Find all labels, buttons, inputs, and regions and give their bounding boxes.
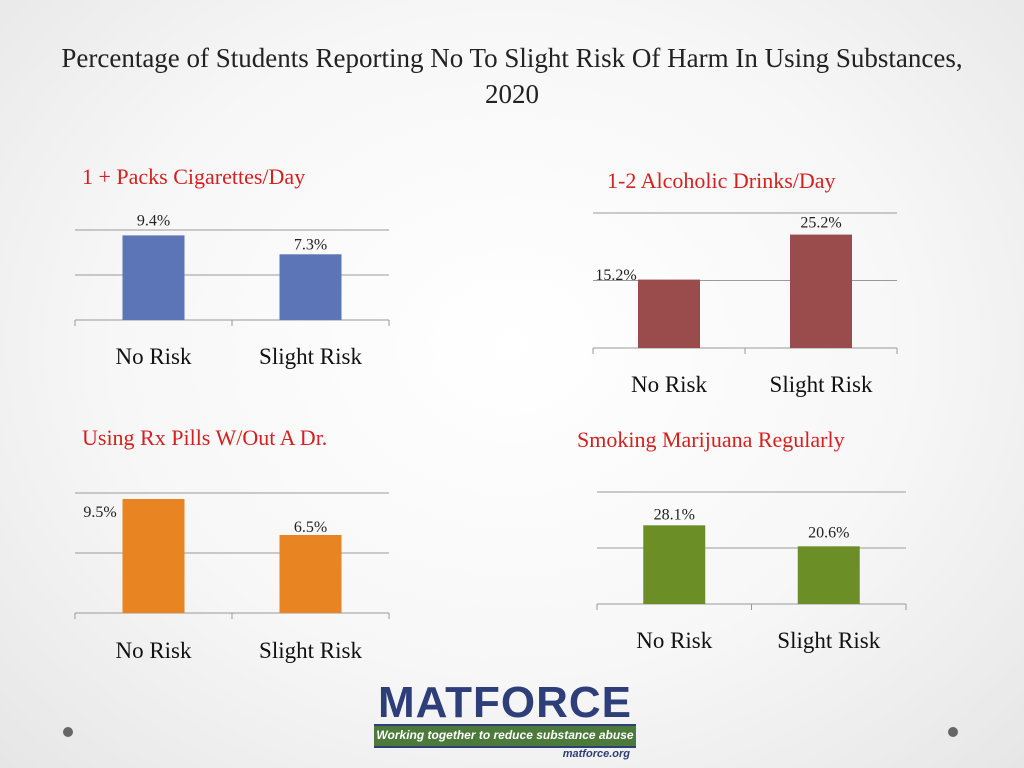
bar-rx-pills-slight-risk	[279, 535, 342, 613]
value-label-rx-pills: 6.5%	[294, 519, 327, 536]
bar-alcohol-slight-risk	[790, 234, 852, 348]
bar-cigarettes-no-risk	[122, 235, 185, 320]
logo-wordmark: MATFORCE	[377, 678, 633, 727]
value-label-alcohol: 15.2%	[595, 267, 636, 284]
nav-dot-left[interactable]	[63, 727, 73, 737]
value-label-cigarettes: 9.4%	[137, 212, 170, 229]
bar-rx-pills-no-risk	[122, 499, 185, 613]
chart-title-alcohol: 1-2 Alcoholic Drinks/Day	[607, 168, 836, 193]
bar-cigarettes-slight-risk	[279, 254, 342, 320]
category-label-rx-pills: Slight Risk	[259, 638, 362, 663]
category-label-cigarettes: Slight Risk	[259, 344, 362, 369]
category-label-marijuana: No Risk	[636, 628, 713, 653]
value-label-cigarettes: 7.3%	[294, 236, 327, 253]
charts-canvas: 1 + Packs Cigarettes/Day 9.4% No Risk 7.3% S…	[74, 164, 907, 663]
chart-title-marijuana: Smoking Marijuana Regularly	[577, 427, 845, 452]
value-label-marijuana: 20.6%	[808, 524, 849, 541]
category-label-alcohol: Slight Risk	[770, 372, 873, 397]
logo-url: matforce.org	[562, 748, 630, 760]
chart-title-rx-pills: Using Rx Pills W/Out A Dr.	[82, 425, 327, 450]
category-label-rx-pills: No Risk	[115, 638, 192, 663]
bar-alcohol-no-risk	[638, 279, 700, 348]
matforce-logo: MATFORCE Working together to reduce subs…	[374, 680, 636, 766]
bar-marijuana-no-risk	[643, 525, 706, 604]
value-label-rx-pills: 9.5%	[83, 504, 116, 521]
chart-title-cigarettes: 1 + Packs Cigarettes/Day	[82, 164, 305, 189]
category-label-marijuana: Slight Risk	[777, 628, 880, 653]
value-label-marijuana: 28.1%	[654, 506, 695, 523]
slide-title: Percentage of Students Reporting No To S…	[61, 43, 963, 109]
logo-band	[374, 724, 636, 748]
nav-dot-right[interactable]	[948, 727, 958, 737]
value-label-alcohol: 25.2%	[800, 215, 841, 232]
category-label-alcohol: No Risk	[631, 372, 708, 397]
bar-marijuana-slight-risk	[797, 546, 860, 604]
category-label-cigarettes: No Risk	[115, 344, 192, 369]
logo-tagline: Working together to reduce substance abu…	[376, 728, 634, 742]
